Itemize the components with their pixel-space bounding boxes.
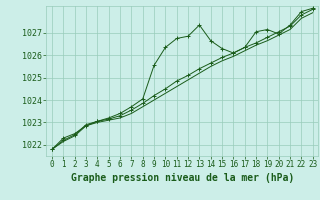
X-axis label: Graphe pression niveau de la mer (hPa): Graphe pression niveau de la mer (hPa) (71, 173, 294, 183)
